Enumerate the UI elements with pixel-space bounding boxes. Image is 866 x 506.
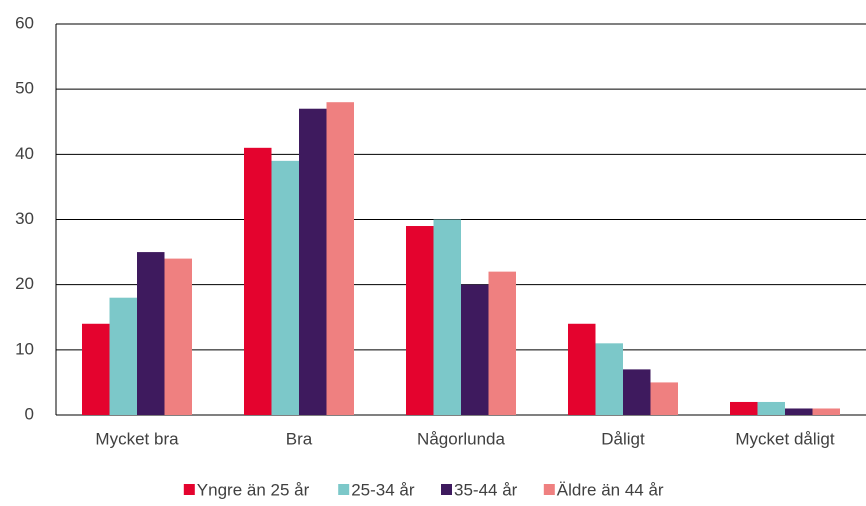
x-tick-label: Mycket bra	[95, 429, 179, 448]
bar	[82, 323, 110, 415]
bar	[595, 343, 623, 415]
x-tick-label: Mycket dåligt	[735, 429, 834, 448]
bar	[812, 408, 840, 415]
y-tick-label: 0	[25, 404, 34, 423]
bar	[785, 408, 813, 415]
y-tick-label: 10	[15, 339, 34, 358]
legend-swatch	[543, 484, 555, 495]
x-tick-label: Dåligt	[601, 429, 645, 448]
bar	[271, 160, 299, 415]
bar	[164, 258, 192, 415]
legend-label: 35-44 år	[454, 480, 518, 499]
bar	[137, 252, 165, 415]
legend-swatch	[183, 484, 195, 495]
x-tick-label: Någorlunda	[417, 429, 505, 448]
legend-swatch	[338, 484, 350, 495]
legend-swatch	[441, 484, 452, 495]
bar	[568, 323, 596, 415]
y-tick-label: 60	[15, 13, 34, 32]
x-tick-label: Bra	[286, 429, 313, 448]
legend-label: 25-34 år	[351, 480, 415, 499]
bar	[326, 102, 354, 415]
legend-label: Äldre än 44 år	[557, 480, 664, 499]
y-tick-label: 30	[15, 209, 34, 228]
bar	[757, 401, 785, 415]
bar	[244, 147, 272, 416]
y-tick-label: 40	[15, 144, 34, 163]
bar	[299, 108, 327, 415]
y-tick-label: 20	[15, 274, 34, 293]
bar	[488, 271, 516, 415]
bar	[433, 219, 461, 415]
bar	[109, 297, 137, 415]
bar	[406, 226, 434, 415]
legend-label: Yngre än 25 år	[197, 480, 310, 499]
bar	[650, 382, 678, 415]
bar	[461, 284, 489, 415]
bar	[623, 369, 651, 415]
bar	[730, 401, 758, 415]
y-tick-label: 50	[15, 79, 34, 98]
